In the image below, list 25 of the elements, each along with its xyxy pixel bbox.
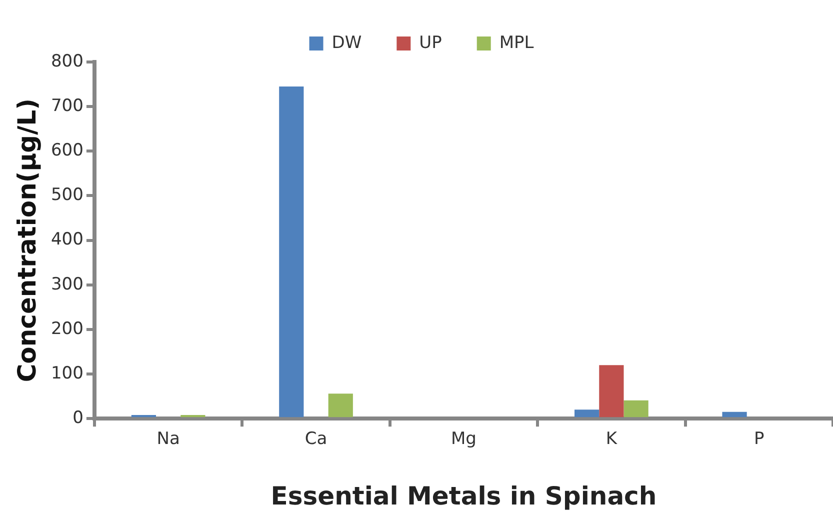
y-tick-label: 300	[50, 274, 84, 294]
x-tick-label: Mg	[450, 429, 476, 450]
y-tick-label: 700	[50, 96, 84, 116]
y-tick-label: 800	[50, 51, 84, 72]
y-tick-label: 100	[50, 363, 84, 384]
legend-label: UP	[419, 32, 442, 53]
bar	[624, 400, 648, 418]
x-tick-label: P	[754, 429, 764, 450]
bar	[722, 412, 747, 418]
bar	[328, 394, 353, 418]
legend-label: DW	[332, 32, 362, 53]
bar	[599, 365, 624, 418]
y-tick-label: 600	[50, 140, 84, 161]
x-axis-title: Essential Metals in Spinach	[270, 482, 657, 510]
x-tick-label: K	[606, 429, 618, 450]
legend-label: MPL	[499, 32, 534, 53]
bar	[279, 86, 304, 418]
y-tick-label: 400	[50, 230, 84, 250]
y-tick-label: 500	[50, 185, 84, 206]
bar	[574, 410, 600, 418]
x-tick-label: Na	[156, 429, 180, 450]
y-tick-label: 0	[72, 408, 84, 428]
y-axis-title: Concentration(µg/L)	[12, 98, 42, 382]
x-tick-label: Ca	[304, 429, 328, 450]
y-tick-label: 200	[50, 318, 84, 339]
